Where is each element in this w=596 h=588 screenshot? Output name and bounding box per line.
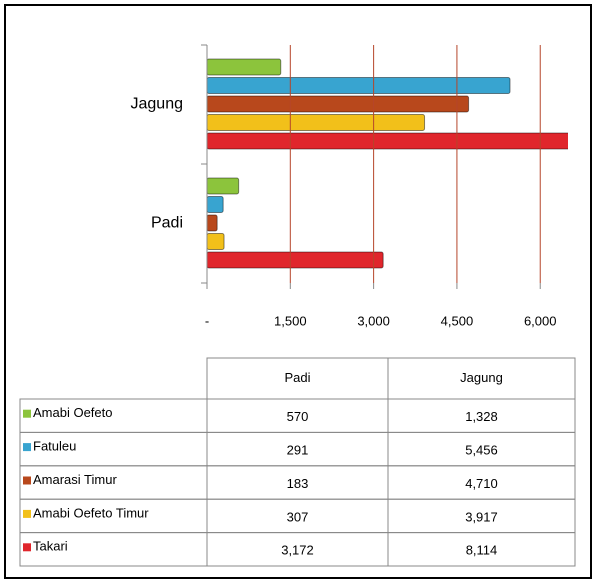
y-tick-label: Padi xyxy=(151,215,183,232)
table-cell: 3,917 xyxy=(465,509,498,524)
table-header-cell: Jagung xyxy=(460,370,503,385)
table-row xyxy=(19,532,576,567)
bar xyxy=(207,95,470,113)
legend-label: Amabi Oefeto Timur xyxy=(33,505,149,520)
x-tick-label: - xyxy=(205,313,209,328)
bar xyxy=(207,177,240,195)
plot-area xyxy=(207,58,568,269)
x-tick-label: 6,000 xyxy=(524,313,557,328)
legend-key xyxy=(23,409,31,418)
table-header-cell: Padi xyxy=(284,370,310,385)
table-cell: 570 xyxy=(287,409,309,424)
bar xyxy=(207,233,225,250)
bar xyxy=(207,58,282,76)
x-tick-label: 3,000 xyxy=(357,313,390,328)
legend-label: Fatuleu xyxy=(33,439,76,454)
x-tick-label: 1,500 xyxy=(274,313,307,328)
table-cell: 5,456 xyxy=(465,443,498,458)
bar xyxy=(207,114,426,131)
table-cell: 291 xyxy=(287,443,309,458)
legend-label: Takari xyxy=(33,539,68,554)
table-cell: 1,328 xyxy=(465,409,498,424)
table-cell: 183 xyxy=(287,476,309,491)
legend-label: Amabi Oefeto xyxy=(33,405,113,420)
bar xyxy=(207,132,568,150)
bar xyxy=(207,214,218,232)
x-tick-label: 4,500 xyxy=(441,313,474,328)
legend-key xyxy=(23,443,31,452)
bar xyxy=(207,251,384,269)
legend-key xyxy=(23,509,31,518)
legend-key xyxy=(23,543,31,552)
legend-key xyxy=(23,476,31,485)
table-cell: 307 xyxy=(287,509,309,524)
bar xyxy=(207,77,511,94)
table-cell: 3,172 xyxy=(281,543,314,558)
table-cell: 4,710 xyxy=(465,476,498,491)
y-tick-label: Jagung xyxy=(131,96,184,113)
bar xyxy=(207,196,224,213)
table-cell: 8,114 xyxy=(466,543,498,558)
legend-label: Amarasi Timur xyxy=(33,472,117,487)
